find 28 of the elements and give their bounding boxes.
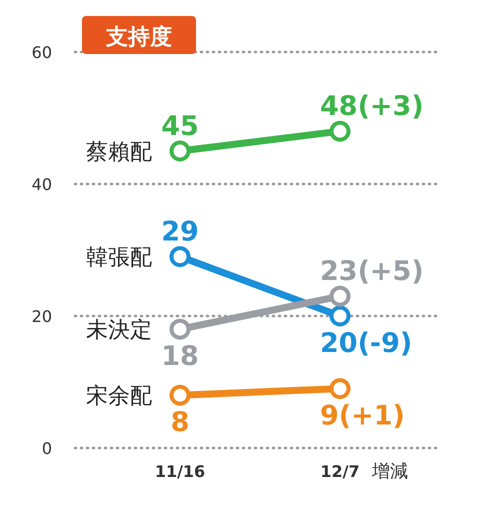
- point: [330, 120, 350, 142]
- data-label: 48(+3): [320, 91, 424, 122]
- series-label: 未決定: [86, 318, 152, 344]
- data-label: 20(-9): [320, 328, 412, 359]
- data-label: 29: [161, 216, 199, 248]
- point: [170, 384, 190, 406]
- x-axis-title: 增減: [371, 461, 408, 482]
- y-tick-label: 60: [32, 43, 52, 62]
- data-label: 45: [161, 111, 199, 142]
- x-tick-label: 11/16: [154, 462, 206, 481]
- point: [170, 246, 190, 268]
- chart-title: 支持度: [105, 24, 172, 50]
- data-label: 18: [161, 341, 199, 372]
- data-label: 9(+1): [320, 400, 405, 432]
- series-label: 蔡賴配: [86, 140, 152, 165]
- point: [170, 318, 190, 340]
- x-tick-label: 12/7: [320, 462, 360, 481]
- point: [330, 286, 350, 307]
- y-tick-label: 0: [42, 439, 52, 458]
- y-tick-label: 20: [32, 307, 52, 326]
- point: [330, 306, 350, 326]
- data-label: 8: [170, 407, 190, 438]
- series-label: 宋余配: [86, 384, 152, 410]
- series-label: 韓張配: [86, 246, 152, 271]
- data-label: 23(+5): [320, 256, 424, 288]
- y-tick-label: 40: [32, 175, 52, 194]
- point: [330, 378, 350, 400]
- point: [170, 140, 190, 162]
